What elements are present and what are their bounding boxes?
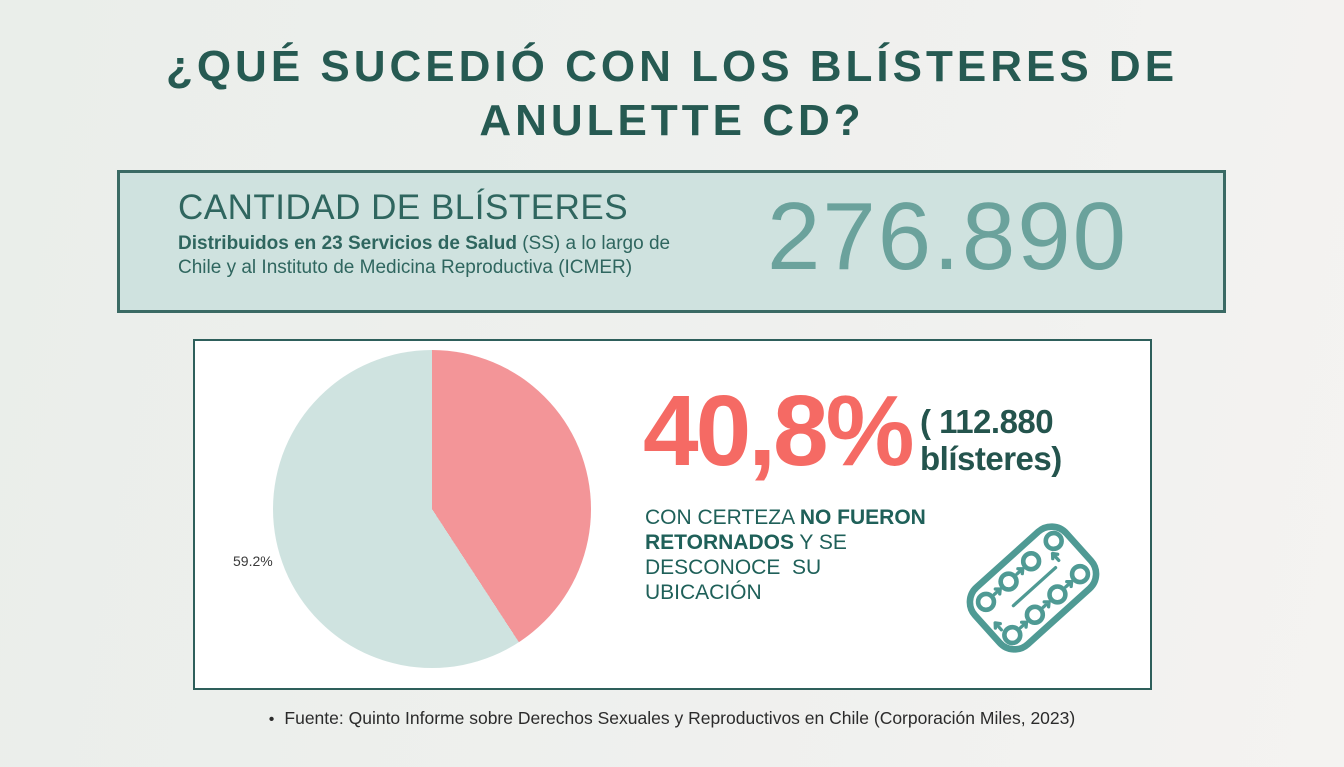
page-title: ¿QUÉ SUCEDIÓ CON LOS BLÍSTERES DE ANULET… [0, 40, 1344, 148]
description-suffix: Y SE DESCONOCE SU UBICACIÓN [645, 531, 853, 604]
summary-subtitle: Distribuidos en 23 Servicios de Salud (S… [178, 232, 693, 280]
title-line-1: ¿QUÉ SUCEDIÓ CON LOS BLÍSTERES DE [165, 42, 1179, 91]
summary-text-block: CANTIDAD DE BLÍSTERES Distribuidos en 23… [178, 186, 738, 280]
pie-chart [273, 350, 591, 668]
summary-heading: CANTIDAD DE BLÍSTERES [178, 188, 629, 227]
chart-description: CON CERTEZA NO FUERON RETORNADOS Y SE DE… [645, 505, 935, 605]
title-line-2: ANULETTE CD? [479, 96, 865, 145]
highlight-count: ( 112.880 blísteres) [920, 403, 1062, 477]
pie-label-majority: 59.2% [233, 553, 273, 569]
bullet-icon: • [268, 711, 275, 728]
summary-subtitle-rest: (SS) a lo largo de Chile y al Instituto … [178, 233, 671, 278]
blister-pack-icon [955, 511, 1111, 664]
source-text: Fuente: Quinto Informe sobre Derechos Se… [284, 708, 1076, 728]
summary-subtitle-bold: Distribuidos en 23 Servicios de Salud [178, 233, 517, 254]
chart-card: 59.2% 40,8% ( 112.880 blísteres) CON CER… [193, 339, 1152, 690]
summary-box: CANTIDAD DE BLÍSTERES Distribuidos en 23… [117, 170, 1226, 313]
summary-value: 276.890 [766, 183, 1128, 290]
description-prefix: CON CERTEZA [645, 506, 800, 529]
highlight-percentage: 40,8% [643, 375, 915, 487]
source-footer: • Fuente: Quinto Informe sobre Derechos … [0, 708, 1344, 729]
description-bold: NO FUERON RETORNADOS [645, 506, 932, 554]
